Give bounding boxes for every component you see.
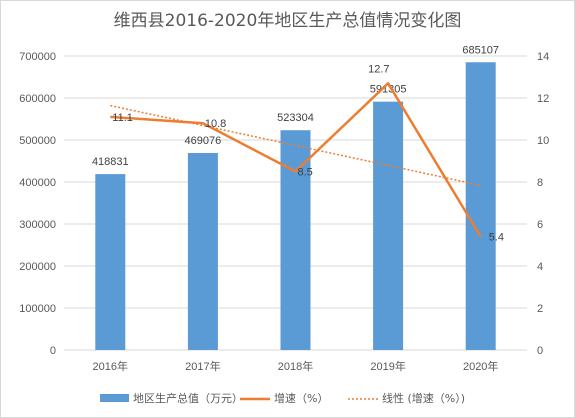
line-data-label: 12.7 (368, 63, 389, 75)
line-series (110, 82, 482, 238)
line-data-label: 10.8 (205, 118, 226, 130)
right-axis-ticks: 0 2 4 6 8 10 12 14 (537, 51, 549, 357)
left-axis-tick-label: 0 (50, 345, 56, 357)
x-axis-tick-label: 2017年 (185, 359, 220, 373)
right-axis-tick-label: 6 (537, 219, 543, 231)
chart-title: 维西县2016-2020年地区生产总值情况变化图 (114, 11, 462, 31)
legend-bar-label: 地区生产总值（万元） (133, 391, 243, 405)
right-axis-tick-label: 4 (537, 261, 543, 273)
right-axis-tick-label: 2 (537, 303, 543, 315)
x-axis-tick-label: 2018年 (278, 359, 313, 373)
left-axis-tick-label: 700000 (19, 51, 56, 63)
bar-data-label: 523304 (277, 112, 314, 124)
left-axis-tick-label: 100000 (19, 303, 56, 315)
x-axis-ticks: 2016年 2017年 2018年 2019年 2020年 (93, 359, 499, 373)
bar (373, 101, 404, 350)
right-axis-tick-label: 8 (537, 177, 543, 189)
bar-data-label: 418831 (92, 156, 129, 168)
line-data-labels: 11.1 10.8 8.5 12.7 5.4 (112, 63, 504, 243)
legend-line-label: 增速（%） (274, 391, 328, 405)
bar (465, 62, 496, 350)
trendline-series (110, 104, 481, 187)
legend: 地区生产总值（万元） 增速（%） 线性 (增速（%）) (100, 391, 465, 405)
left-axis-tick-label: 200000 (19, 261, 56, 273)
x-axis-tick-label: 2016年 (93, 359, 128, 373)
left-axis-ticks: 0 100000 200000 300000 400000 500000 600000 700… (19, 51, 56, 357)
left-axis-tick-label: 300000 (19, 219, 56, 231)
trendline (110, 104, 481, 187)
line-data-label: 5.4 (489, 232, 504, 244)
line-data-label: 8.5 (298, 167, 313, 179)
bar-data-label: 469076 (185, 135, 222, 147)
bar (187, 152, 218, 350)
x-axis-tick-label: 2019年 (370, 359, 405, 373)
bar-series (95, 62, 496, 350)
right-axis-tick-label: 10 (537, 135, 549, 147)
x-axis-tick-label: 2020年 (463, 359, 498, 373)
right-axis-tick-label: 14 (537, 51, 549, 63)
legend-trendline-label: 线性 (增速（%）) (382, 391, 465, 405)
line-data-label: 11.1 (112, 112, 133, 124)
line-path (110, 82, 482, 238)
left-axis-tick-label: 600000 (19, 93, 56, 105)
left-axis-tick-label: 500000 (19, 135, 56, 147)
right-axis-tick-label: 0 (537, 345, 543, 357)
legend-bar-swatch (100, 394, 129, 402)
left-axis-tick-label: 400000 (19, 177, 56, 189)
bar (95, 174, 126, 350)
bar-data-label: 685107 (462, 44, 499, 56)
right-axis-tick-label: 12 (537, 93, 549, 105)
